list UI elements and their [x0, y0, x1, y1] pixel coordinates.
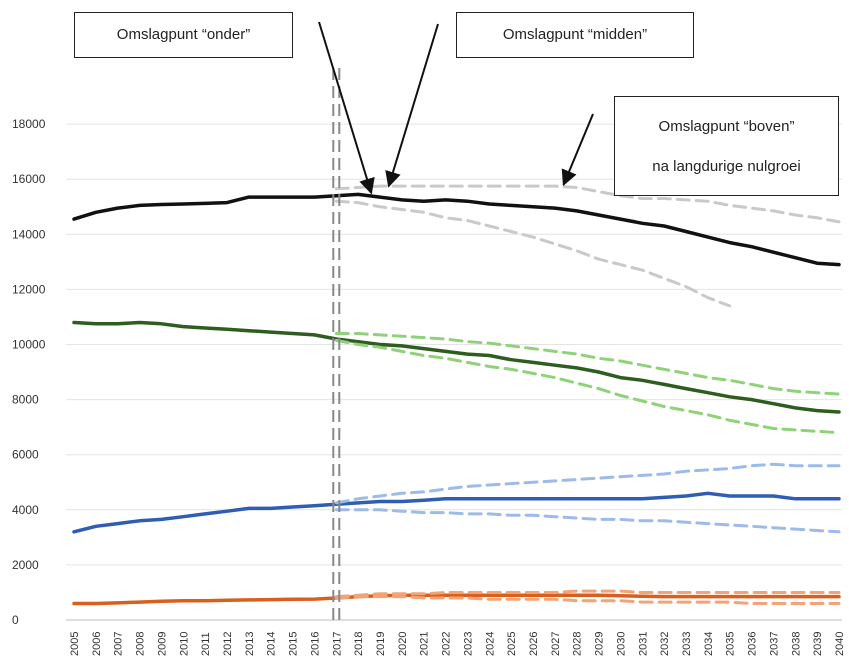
x-tick-label: 2018	[353, 632, 365, 656]
series-line-0	[72, 192, 841, 267]
x-tick-label: 2019	[375, 632, 387, 656]
series-line-7	[334, 462, 841, 505]
x-tick-label: 2015	[288, 632, 300, 656]
y-tick-label: 2000	[12, 558, 39, 572]
y-tick-label: 18000	[12, 117, 46, 131]
x-tick-label: 2010	[178, 632, 190, 656]
y-axis-ticks: 0 2000 4000 6000 8000 10000 12000 14000 16000 180…	[12, 117, 46, 627]
series-line-11	[334, 595, 841, 605]
x-tick-label: 2037	[768, 632, 780, 656]
callout-arrows	[318, 21, 594, 195]
gridlines	[66, 123, 842, 621]
callout-midden: Omslagpunt “midden”	[456, 12, 694, 58]
x-tick-label: 2005	[69, 632, 81, 656]
callout-boven-line2: na langdurige nulgroei	[652, 158, 801, 175]
x-axis-ticks: 2005 2006 2007 2008 2009 2010 2011 2012 2013 2014…	[69, 632, 846, 656]
vertical-marker	[332, 68, 341, 622]
y-tick-label: 16000	[12, 172, 46, 186]
callout-boven-line1: Omslagpunt “boven”	[658, 118, 795, 135]
x-tick-label: 2027	[550, 632, 562, 656]
y-tick-label: 10000	[12, 338, 46, 352]
x-tick-label: 2012	[222, 632, 234, 656]
x-tick-label: 2026	[528, 632, 540, 656]
series-line-8	[334, 508, 841, 534]
x-tick-label: 2020	[397, 632, 409, 656]
x-tick-label: 2031	[637, 632, 649, 656]
x-tick-label: 2007	[113, 632, 125, 656]
x-tick-label: 2036	[747, 632, 759, 656]
y-tick-label: 6000	[12, 448, 39, 462]
x-tick-label: 2025	[506, 632, 518, 656]
x-tick-label: 2040	[834, 632, 846, 656]
series-line-10	[334, 589, 841, 599]
series-line-4	[334, 332, 841, 396]
series-line-5	[334, 338, 841, 435]
x-tick-label: 2021	[419, 632, 431, 656]
x-tick-label: 2039	[812, 632, 824, 656]
y-tick-label: 4000	[12, 503, 39, 517]
x-tick-label: 2023	[462, 632, 474, 656]
series-line-6	[72, 491, 841, 534]
x-tick-label: 2011	[200, 632, 212, 656]
callout-onder: Omslagpunt “onder”	[74, 12, 293, 58]
arrow-boven	[561, 113, 594, 187]
y-tick-label: 8000	[12, 393, 39, 407]
y-tick-label: 0	[12, 613, 19, 627]
series-line-1	[334, 184, 841, 224]
series-line-9	[72, 593, 841, 606]
x-tick-label: 2009	[156, 632, 168, 656]
y-tick-label: 12000	[12, 282, 46, 296]
series-lines	[72, 184, 841, 606]
x-tick-label: 2006	[91, 632, 103, 656]
x-tick-label: 2029	[594, 632, 606, 656]
x-tick-label: 2013	[244, 632, 256, 656]
x-tick-label: 2022	[441, 632, 453, 656]
x-tick-label: 2034	[703, 632, 715, 656]
x-tick-label: 2016	[309, 632, 321, 656]
x-tick-label: 2017	[331, 632, 343, 656]
callout-boven: Omslagpunt “boven” na langdurige nulgroe…	[614, 96, 839, 196]
x-tick-label: 2008	[135, 632, 147, 656]
arrow-onder	[318, 21, 375, 195]
x-tick-label: 2033	[681, 632, 693, 656]
series-line-2	[334, 199, 732, 308]
x-tick-label: 2032	[659, 632, 671, 656]
x-tick-label: 2030	[615, 632, 627, 656]
x-tick-label: 2014	[266, 632, 278, 656]
arrow-midden	[385, 23, 439, 188]
x-tick-label: 2035	[725, 632, 737, 656]
x-tick-label: 2028	[572, 632, 584, 656]
series-line-3	[72, 320, 841, 414]
x-tick-label: 2024	[484, 632, 496, 656]
y-tick-label: 14000	[12, 227, 46, 241]
x-tick-label: 2038	[790, 632, 802, 656]
